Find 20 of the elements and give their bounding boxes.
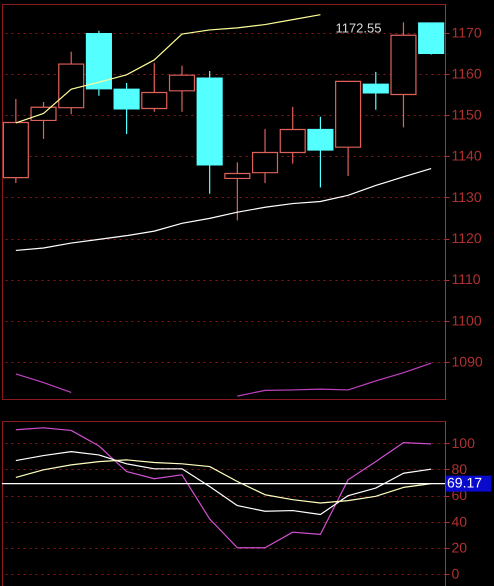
y-tick-label: 80 (452, 460, 468, 477)
line-series (15, 427, 432, 548)
y-tick-label: 1170 (452, 24, 482, 40)
y-tick-label: 1130 (452, 188, 482, 205)
annotation: 1172.55 (335, 20, 382, 36)
y-tick-label: 20 (452, 540, 468, 556)
y-tick-label: 40 (452, 513, 468, 530)
line-series (15, 168, 432, 252)
y-tick-label: 1160 (452, 65, 482, 82)
y-tick-label: 1140 (452, 148, 482, 164)
line-series (15, 459, 432, 504)
y-tick-label: 0 (452, 566, 460, 582)
y-tick-label: 1110 (452, 271, 481, 288)
y-tick-label: 1100 (452, 312, 482, 328)
y-tick-label: 1150 (452, 106, 482, 123)
line-series (15, 14, 322, 124)
y-tick-label: 100 (452, 434, 476, 451)
ref-line-label: 69.17 (447, 474, 482, 491)
y-tick-label: 1120 (452, 230, 482, 246)
y-tick-label: 1090 (452, 353, 483, 370)
